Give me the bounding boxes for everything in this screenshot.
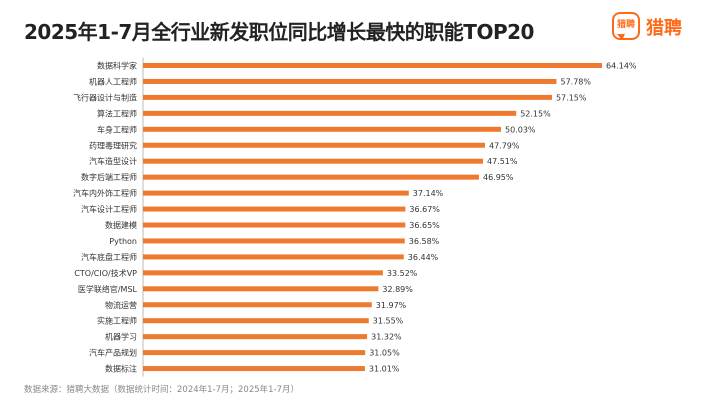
bar bbox=[143, 142, 485, 148]
liepin-logo: 猎聘 猎聘 bbox=[612, 10, 712, 44]
category-label: 汽车造型设计 bbox=[89, 156, 137, 166]
value-label: 36.58% bbox=[409, 237, 440, 246]
value-label: 31.55% bbox=[373, 317, 404, 326]
bar bbox=[143, 222, 406, 228]
bar bbox=[143, 238, 405, 244]
value-label: 47.79% bbox=[489, 141, 520, 150]
value-label: 36.67% bbox=[409, 205, 440, 214]
bar bbox=[143, 302, 372, 308]
value-label: 52.15% bbox=[520, 109, 551, 118]
value-label: 32.89% bbox=[382, 285, 413, 294]
value-label: 31.32% bbox=[371, 333, 402, 342]
category-label: 数据科学家 bbox=[97, 61, 137, 71]
value-label: 31.97% bbox=[376, 301, 407, 310]
bar bbox=[143, 350, 366, 356]
category-label: 物流运营 bbox=[105, 300, 137, 310]
category-label: 数字后端工程师 bbox=[81, 172, 137, 182]
category-label: 实施工程师 bbox=[97, 316, 137, 326]
bar bbox=[143, 158, 483, 164]
category-label: 机器人工程师 bbox=[89, 76, 137, 86]
bar bbox=[143, 366, 365, 372]
value-label: 46.95% bbox=[483, 173, 514, 182]
category-label: 数据标注 bbox=[105, 364, 137, 374]
category-label: CTO/CIO/技术VP bbox=[74, 268, 137, 278]
value-label: 31.01% bbox=[369, 365, 400, 374]
value-label: 36.44% bbox=[408, 253, 439, 262]
category-label: 汽车产品规划 bbox=[89, 348, 137, 358]
category-label: 车身工程师 bbox=[97, 124, 137, 134]
value-label: 47.51% bbox=[487, 157, 518, 166]
value-label: 37.14% bbox=[413, 189, 444, 198]
value-label: 57.15% bbox=[556, 93, 587, 102]
logo-text: 猎聘 bbox=[646, 18, 682, 39]
category-label: 飞行器设计与制造 bbox=[73, 92, 137, 102]
bar bbox=[143, 63, 602, 68]
bar bbox=[143, 174, 479, 180]
bar bbox=[143, 334, 368, 340]
logo-mark-tail bbox=[617, 34, 625, 40]
value-label: 57.78% bbox=[560, 77, 591, 86]
category-label: 汽车内外饰工程师 bbox=[73, 188, 137, 198]
bar bbox=[143, 190, 409, 196]
bar bbox=[143, 286, 379, 292]
value-label: 50.03% bbox=[505, 125, 536, 134]
value-label: 64.14% bbox=[606, 62, 637, 71]
logo-mark: 猎聘 bbox=[612, 12, 640, 40]
bar bbox=[143, 270, 383, 276]
category-label: 药理毒理研究 bbox=[89, 140, 137, 150]
data-source-note: 数据来源：猎聘大数据（数据统计时间：2024年1-7月；2025年1-7月） bbox=[24, 385, 300, 395]
value-label: 33.52% bbox=[387, 269, 418, 278]
category-label: 算法工程师 bbox=[97, 108, 137, 118]
category-label: 数据建模 bbox=[105, 220, 137, 230]
page-title: 2025年1-7月全行业新发职位同比增长最快的职能TOP20 bbox=[24, 20, 534, 44]
value-label: 31.05% bbox=[369, 349, 400, 358]
bar bbox=[143, 206, 406, 212]
bar bbox=[143, 126, 502, 132]
logo-mark-text: 猎聘 bbox=[616, 20, 635, 30]
category-label: 机器学习 bbox=[105, 332, 137, 342]
category-label: 医学联络官/MSL bbox=[78, 284, 138, 294]
bar bbox=[143, 94, 552, 100]
category-label: Python bbox=[109, 237, 137, 246]
bar bbox=[143, 318, 369, 324]
bar bbox=[143, 254, 404, 260]
value-label: 36.65% bbox=[409, 221, 440, 230]
bar bbox=[143, 110, 517, 116]
bar bbox=[143, 78, 557, 84]
category-label: 汽车底盘工程师 bbox=[81, 252, 137, 262]
category-label: 汽车设计工程师 bbox=[81, 204, 137, 214]
